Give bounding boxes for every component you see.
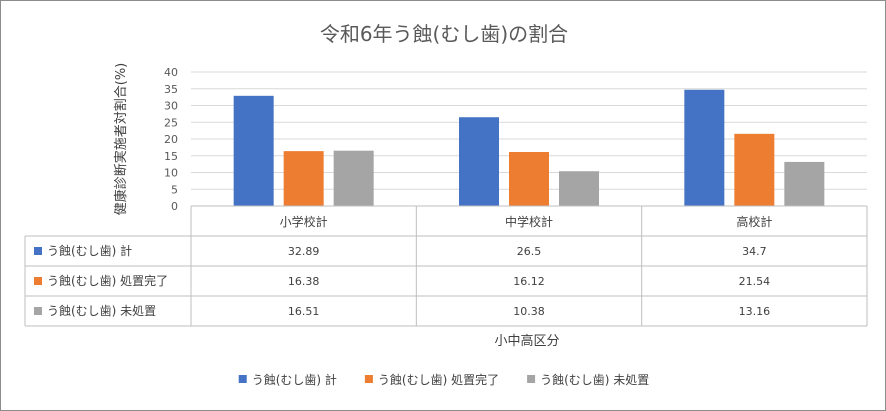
bar [734, 133, 775, 206]
y-tick-label: 5 [171, 183, 178, 196]
y-tick-label: 25 [164, 116, 178, 129]
data-label: 26.5 [517, 245, 542, 258]
x-axis-label: 小中高区分 [494, 333, 559, 349]
data-label: 16.12 [513, 275, 545, 288]
bar [559, 171, 599, 206]
legend-swatch [364, 375, 373, 383]
bars [233, 89, 825, 206]
bar [459, 117, 499, 206]
legend-label: う蝕(むし歯) 処置完了 [378, 372, 499, 387]
bar [333, 150, 374, 206]
chart-title: 令和6年う蝕(むし歯)の割合 [320, 22, 568, 46]
legend: う蝕(むし歯) 計 う蝕(むし歯) 処置完了 う蝕(むし歯) 未処置 [238, 372, 649, 387]
table-legend-key [34, 247, 42, 255]
y-tick-label: 35 [164, 83, 178, 96]
y-tick-label: 15 [164, 150, 178, 163]
data-label: 16.51 [288, 305, 320, 318]
y-tick-label: 20 [164, 133, 178, 146]
x-tick-label: 中学校計 [505, 214, 553, 229]
data-label: 16.38 [288, 275, 320, 288]
legend-swatch [527, 375, 536, 383]
legend-item: う蝕(むし歯) 計 [238, 372, 337, 387]
data-label: 21.54 [739, 275, 771, 288]
y-tick-label: 0 [171, 200, 178, 213]
y-tick-label: 40 [164, 66, 178, 79]
data-label: 32.89 [288, 245, 320, 258]
bar [509, 151, 549, 206]
table-row-label: う蝕(むし歯) 未処置 [47, 303, 156, 318]
data-label: 13.16 [739, 305, 771, 318]
table-row-label: う蝕(むし歯) 処置完了 [47, 273, 168, 288]
table-row-label: う蝕(むし歯) 計 [47, 243, 132, 258]
bar [684, 89, 725, 206]
legend-label: う蝕(むし歯) 計 [252, 372, 337, 387]
x-tick-label: 小学校計 [280, 214, 328, 229]
data-label: 10.38 [513, 305, 545, 318]
data-label: 34.7 [742, 245, 767, 258]
legend-item: う蝕(むし歯) 未処置 [527, 372, 649, 387]
legend-label: う蝕(むし歯) 未処置 [540, 372, 649, 387]
x-tick-label: 高校計 [736, 214, 772, 229]
bar [784, 161, 825, 206]
legend-item: う蝕(むし歯) 処置完了 [364, 372, 499, 387]
table-legend-key [34, 307, 42, 315]
y-tick-label: 10 [164, 167, 178, 180]
table-legend-key [34, 277, 42, 285]
legend-swatch [238, 375, 247, 383]
y-axis-ticks: 0 5 10 15 20 25 30 35 40 [164, 66, 178, 213]
y-tick-label: 30 [164, 100, 178, 113]
bar [283, 151, 324, 206]
y-axis-label: 健康診断実施者対割合(%) [113, 63, 129, 216]
bar [233, 95, 274, 206]
